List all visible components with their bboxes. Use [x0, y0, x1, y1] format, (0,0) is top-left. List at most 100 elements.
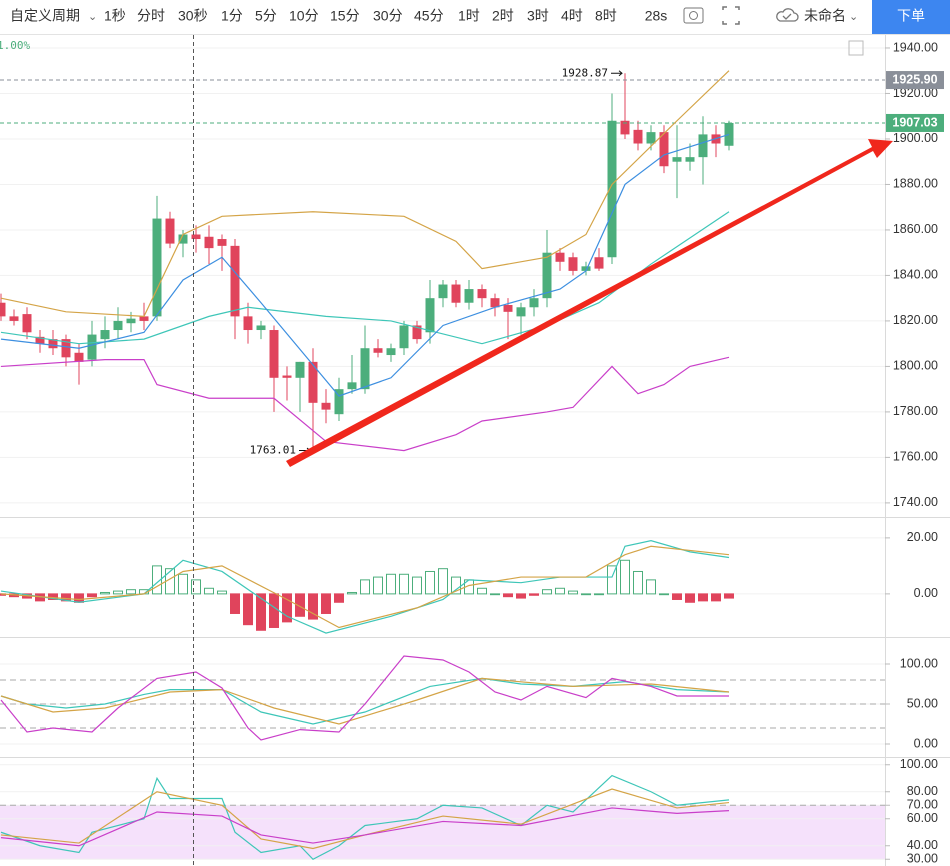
candle-body [412, 325, 422, 340]
candle-body [321, 402, 331, 410]
order-button[interactable] [872, 0, 950, 34]
period-button[interactable]: 分时 [137, 8, 165, 24]
candle-body [516, 307, 526, 317]
macd-bar [152, 565, 162, 595]
candle-body [386, 348, 396, 356]
candle-body [672, 157, 682, 162]
macd-bar [282, 593, 292, 623]
y-tick-label: 0.00 [914, 736, 938, 750]
y-tick-label: 0.00 [914, 586, 938, 600]
macd-bar [685, 593, 695, 603]
cloud-icon[interactable] [776, 8, 799, 22]
y-tick-label: 60.00 [907, 811, 938, 825]
macd-bar [295, 593, 305, 617]
period-button[interactable]: 3时 [527, 8, 549, 24]
candle-body [399, 325, 409, 349]
camera-lens [689, 11, 698, 20]
candle-body [126, 318, 136, 324]
macd-bar [87, 593, 97, 598]
macd-bar [672, 593, 682, 600]
candle-body [61, 339, 71, 358]
macd-bar [516, 593, 526, 599]
candle-body [594, 257, 604, 269]
macd-bar [126, 589, 136, 595]
candle-body [347, 382, 357, 390]
macd-bar [425, 570, 435, 595]
candle-body [451, 284, 461, 303]
macd-bar [399, 573, 409, 595]
y-tick-label: 20.00 [907, 530, 938, 544]
band [0, 805, 885, 860]
period-button[interactable]: 自定义周期 [10, 8, 80, 24]
macd-bar [334, 593, 344, 603]
period-button[interactable]: 2时 [492, 8, 514, 24]
macd-bar [503, 593, 513, 598]
camera-icon[interactable] [683, 7, 704, 24]
macd-bar [581, 593, 591, 596]
period-button[interactable]: 30秒 [178, 8, 208, 24]
indicator-line [0, 677, 730, 725]
period-button[interactable]: 5分 [255, 8, 277, 24]
candle-body [100, 330, 110, 340]
macd-bar [347, 591, 357, 595]
y-tick-label: 1820.00 [893, 313, 938, 327]
macd-bar [113, 590, 123, 595]
candle-body [360, 348, 370, 390]
y-tick-label: 1840.00 [893, 268, 938, 282]
period-button[interactable]: 30分 [373, 8, 403, 24]
macd-bar [48, 593, 58, 600]
candle-body [503, 305, 513, 312]
candle-body [74, 352, 84, 362]
period-button[interactable]: 45分 [414, 8, 444, 24]
macd-bar [607, 565, 617, 595]
candle-body [659, 132, 669, 167]
macd-bar [594, 593, 604, 596]
layout-name[interactable]: 未命名 [804, 8, 846, 24]
indicator-line [0, 655, 729, 741]
y-tick-label: 1800.00 [893, 359, 938, 373]
macd-bar [321, 593, 331, 614]
macd-bar [620, 559, 630, 595]
macd-bar [204, 587, 214, 595]
period-button[interactable]: 1秒 [104, 8, 126, 24]
expand-icon[interactable] [848, 40, 864, 56]
macd-bar [178, 573, 188, 595]
extreme-label: 1763.01 [250, 444, 296, 457]
countdown: 28s [645, 8, 668, 24]
candle-body [542, 252, 552, 299]
period-button[interactable]: 1时 [458, 8, 480, 24]
candle-body [477, 289, 487, 299]
period-button[interactable]: 8时 [595, 8, 617, 24]
candle-body [633, 129, 643, 144]
y-tick-label: 80.00 [907, 784, 938, 798]
candle-body [529, 298, 539, 308]
period-button[interactable]: 4时 [561, 8, 583, 24]
macd-bar [659, 593, 669, 596]
candle-body [243, 316, 253, 331]
fullscreen-icon[interactable] [722, 6, 740, 25]
y-tick-label: 100.00 [900, 656, 938, 670]
dropdown-icon[interactable]: ⌄ [88, 11, 97, 23]
macd-bar [542, 589, 552, 595]
period-button[interactable]: 15分 [330, 8, 360, 24]
candle-body [87, 334, 97, 360]
period-button[interactable]: 1分 [221, 8, 243, 24]
price-label-box [886, 113, 944, 132]
y-tick-label: 1860.00 [893, 222, 938, 236]
order-button-label[interactable]: 下单 [897, 8, 925, 24]
period-button[interactable]: 10分 [289, 8, 319, 24]
candle-body [490, 298, 500, 308]
indicator-line [0, 788, 730, 850]
candle-body [334, 389, 344, 415]
dropdown-icon[interactable]: ⌄ [849, 11, 858, 23]
candle-body [685, 157, 695, 162]
candle-body [35, 336, 45, 344]
candle-body [165, 218, 175, 244]
macd-bar [477, 587, 487, 595]
candle-body [113, 320, 123, 331]
indicator-line [0, 807, 730, 847]
indicator-line [0, 545, 730, 629]
y-tick-label: 70.00 [907, 798, 938, 812]
candle-body [230, 245, 240, 317]
indicator-line [0, 133, 730, 397]
